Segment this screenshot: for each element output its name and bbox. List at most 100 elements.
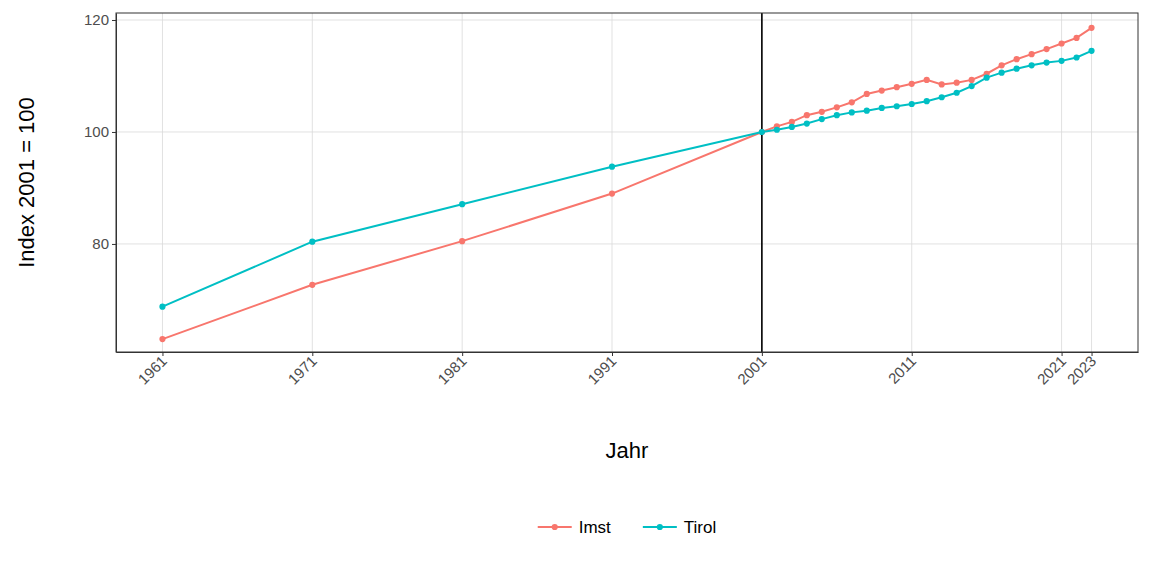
x-tick-label: 1961 — [134, 352, 170, 388]
series-point — [774, 127, 780, 133]
x-tick-mark — [762, 352, 763, 356]
series-point — [1073, 35, 1079, 41]
x-tick-label: 2001 — [734, 352, 770, 388]
series-point — [954, 80, 960, 86]
x-tick-mark — [162, 352, 163, 356]
series-line — [162, 51, 1091, 307]
x-tick: 1971 — [284, 352, 320, 388]
y-tick-mark — [112, 244, 116, 245]
series-point — [819, 109, 825, 115]
x-tick-mark — [912, 352, 913, 356]
series-point — [1043, 46, 1049, 52]
series-point — [939, 94, 945, 100]
grid-line-x — [761, 13, 762, 352]
series-point — [609, 190, 615, 196]
marks — [159, 13, 1094, 352]
x-tick: 1991 — [584, 352, 620, 388]
series-point — [909, 81, 915, 87]
y-axis-line — [116, 14, 117, 353]
series-point — [609, 164, 615, 170]
series-point — [909, 101, 915, 107]
grid-line-x — [162, 13, 163, 352]
series-point — [1029, 62, 1035, 68]
series-point — [879, 105, 885, 111]
x-tick-mark — [462, 352, 463, 356]
series-point — [894, 103, 900, 109]
series-point — [999, 62, 1005, 68]
y-tick-mark — [112, 132, 116, 133]
x-tick-label: 1981 — [434, 352, 470, 388]
panel — [116, 13, 1138, 352]
x-axis: 1961 1971 1981 1991 2001 2011 20212023 — [117, 352, 1139, 388]
series-point — [999, 70, 1005, 76]
x-tick: 2021 — [1034, 352, 1070, 388]
series-point — [759, 129, 765, 135]
series-point — [834, 104, 840, 110]
x-tick-label: 2011 — [885, 352, 920, 387]
series-point — [309, 239, 315, 245]
x-tick-label: 2021 — [1034, 352, 1070, 388]
series-point — [864, 91, 870, 97]
series-point — [849, 99, 855, 105]
series-point — [1088, 48, 1094, 54]
x-tick: 2011 — [885, 352, 920, 387]
series-point — [1043, 59, 1049, 65]
series-point — [819, 116, 825, 122]
x-tick: 2001 — [734, 352, 770, 388]
series-point — [969, 77, 975, 83]
grid-line-x — [312, 13, 313, 352]
grid-line-x — [911, 13, 912, 352]
series-point — [834, 112, 840, 118]
legend-key-point — [552, 524, 558, 530]
legend-label: Tirol — [684, 518, 716, 537]
series-point — [924, 77, 930, 83]
x-tick-mark — [1092, 352, 1093, 356]
x-tick-label: 2023 — [1064, 352, 1100, 388]
series-point — [1073, 54, 1079, 60]
series-point — [1029, 51, 1035, 57]
x-axis-line — [117, 352, 1139, 353]
legend-item: Tirol — [643, 518, 716, 537]
legend: Imst Tirol — [538, 518, 717, 537]
x-tick: 1961 — [134, 352, 170, 388]
y-tick: 120 — [84, 11, 116, 28]
series-point — [804, 120, 810, 126]
x-tick-mark — [1062, 352, 1063, 356]
grid-line-x — [1091, 13, 1092, 352]
x-tick: 2023 — [1064, 352, 1100, 388]
panel-border — [116, 13, 1138, 352]
series-point — [894, 84, 900, 90]
legend-label: Imst — [579, 518, 611, 537]
series-point — [759, 129, 765, 135]
x-tick-label: 1971 — [284, 352, 320, 388]
series-point — [969, 83, 975, 89]
grid-line-x — [462, 13, 463, 352]
y-tick-label: 120 — [84, 11, 109, 28]
series-line — [162, 28, 1091, 339]
y-axis-title: Index 2001 = 100 — [14, 97, 39, 268]
grid-line-y — [116, 19, 1138, 20]
series-point — [459, 238, 465, 244]
grid-line-y — [116, 131, 1138, 132]
chart: 1961197119811991200120112021202380100120… — [0, 0, 1152, 576]
series-point — [159, 304, 165, 310]
series-point — [309, 282, 315, 288]
series-point — [804, 112, 810, 118]
series-point — [984, 75, 990, 81]
series-point — [879, 87, 885, 93]
series-point — [789, 124, 795, 130]
y-tick-label: 100 — [84, 123, 109, 140]
series-point — [939, 81, 945, 87]
x-axis-title: Jahr — [606, 438, 649, 463]
series-point — [1058, 40, 1064, 46]
series-point — [459, 201, 465, 207]
reference-line — [761, 13, 763, 352]
legend-key-point — [657, 524, 663, 530]
series-point — [1014, 66, 1020, 72]
x-tick-label: 1991 — [584, 352, 620, 388]
y-tick-mark — [112, 20, 116, 21]
x-tick-mark — [312, 352, 313, 356]
y-tick: 100 — [84, 123, 116, 140]
series-point — [1088, 25, 1094, 31]
x-tick-mark — [612, 352, 613, 356]
